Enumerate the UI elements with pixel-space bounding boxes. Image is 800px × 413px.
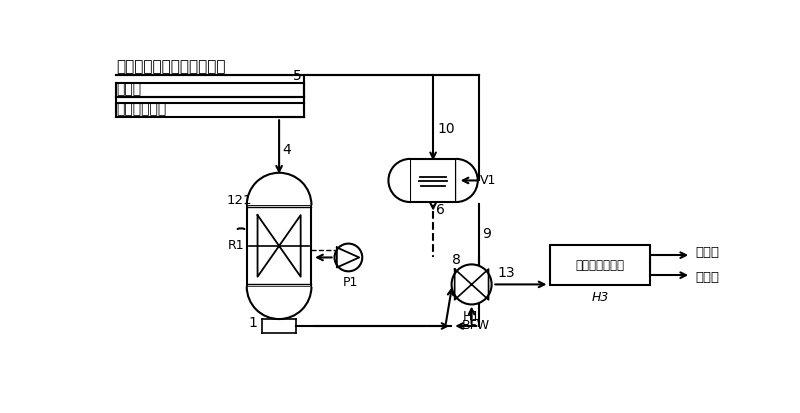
Wedge shape (456, 159, 478, 202)
Wedge shape (247, 287, 311, 319)
Text: 变换气: 变换气 (695, 246, 719, 259)
Text: 冷凝液: 冷凝液 (695, 271, 719, 285)
Text: 6: 6 (436, 202, 445, 216)
Text: 121: 121 (226, 194, 252, 206)
Bar (246, 205, 311, 287)
Text: 热回收冷却系统: 热回收冷却系统 (576, 259, 625, 272)
Text: 13: 13 (498, 266, 515, 280)
Wedge shape (389, 159, 410, 202)
Text: 4: 4 (282, 142, 291, 157)
Text: H1: H1 (463, 310, 480, 323)
Text: R1: R1 (228, 240, 245, 252)
Text: 5: 5 (293, 69, 302, 83)
Text: 粗煤气: 粗煤气 (116, 83, 141, 97)
Text: V1: V1 (480, 174, 497, 187)
Circle shape (451, 264, 492, 304)
Text: H3: H3 (591, 291, 609, 304)
Text: 中压饱和蒸汽去甲烷化过热: 中压饱和蒸汽去甲烷化过热 (116, 59, 226, 74)
Bar (410, 159, 456, 202)
Text: P1: P1 (342, 276, 358, 289)
Text: 8: 8 (452, 253, 462, 267)
Text: 中压过热蒸汽: 中压过热蒸汽 (116, 102, 166, 116)
Wedge shape (247, 173, 311, 205)
Text: BFW: BFW (462, 319, 490, 332)
Text: 9: 9 (482, 227, 491, 241)
Text: 10: 10 (437, 122, 454, 136)
Text: 1: 1 (248, 316, 257, 330)
Bar (550, 245, 650, 285)
Circle shape (334, 244, 362, 271)
